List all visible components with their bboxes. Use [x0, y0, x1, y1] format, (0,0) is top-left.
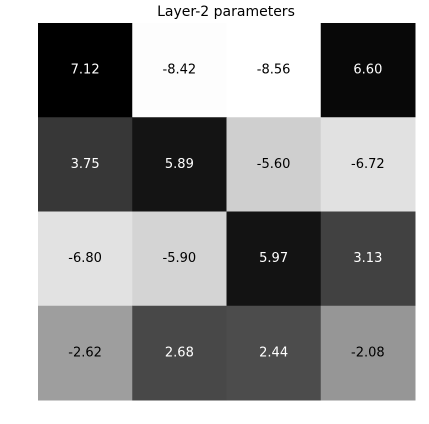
heatmap-cell-r3-c2 — [226, 305, 322, 401]
heatmap-cell-r2-c1 — [132, 211, 227, 307]
heatmap-cell-r3-c0 — [38, 305, 133, 401]
heatmap-cell-r0-c2 — [226, 23, 322, 118]
heatmap-cell-r2-c2 — [226, 211, 322, 307]
heatmap-label-r0-c2: -8.56 — [257, 63, 291, 78]
heatmap-cell-r0-c3 — [320, 23, 416, 118]
heatmap-label-r1-c1: 5.89 — [165, 157, 194, 172]
heatmap-cell-r0-c0 — [38, 23, 133, 118]
heatmap-label-r3-c2: 2.44 — [259, 345, 288, 360]
heatmap-cell-r1-c1 — [132, 117, 227, 212]
heatmap-label-r1-c2: -5.60 — [257, 157, 291, 172]
heatmap-label-r2-c0: -6.80 — [68, 251, 102, 266]
heatmap-label-r2-c1: -5.90 — [163, 251, 197, 266]
heatmap-label-r1-c0: 3.75 — [71, 157, 100, 172]
heatmap-label-r3-c3: -2.08 — [351, 345, 385, 360]
heatmap-label-r0-c1: -8.42 — [163, 63, 197, 78]
heatmap-label-r3-c0: -2.62 — [68, 345, 102, 360]
heatmap-cell-r1-c3 — [320, 117, 416, 212]
heatmap-label-r2-c3: 3.13 — [353, 251, 382, 266]
heatmap-cell-r0-c1 — [132, 23, 227, 118]
heatmap-cell-r2-c3 — [320, 211, 416, 307]
chart-title: Layer-2 parameters — [157, 4, 295, 20]
heatmap-cell-r1-c2 — [226, 117, 322, 212]
heatmap-label-r3-c1: 2.68 — [165, 345, 194, 360]
heatmap-label-r0-c0: 7.12 — [71, 63, 100, 78]
heatmap-cell-r1-c0 — [38, 117, 133, 212]
heatmap-labels: 7.12 -8.42 -8.56 6.60 3.75 5.89 -5.60 -6.72 -6.8… — [68, 63, 384, 361]
heatmap-cell-r3-c3 — [320, 305, 416, 401]
heatmap-cells — [38, 23, 416, 401]
heatmap-cell-r3-c1 — [132, 305, 227, 401]
heatmap-label-r2-c2: 5.97 — [259, 251, 288, 266]
heatmap-cell-r2-c0 — [38, 211, 133, 307]
heatmap-label-r1-c3: -6.72 — [351, 157, 385, 172]
heatmap-label-r0-c3: 6.60 — [353, 63, 382, 78]
